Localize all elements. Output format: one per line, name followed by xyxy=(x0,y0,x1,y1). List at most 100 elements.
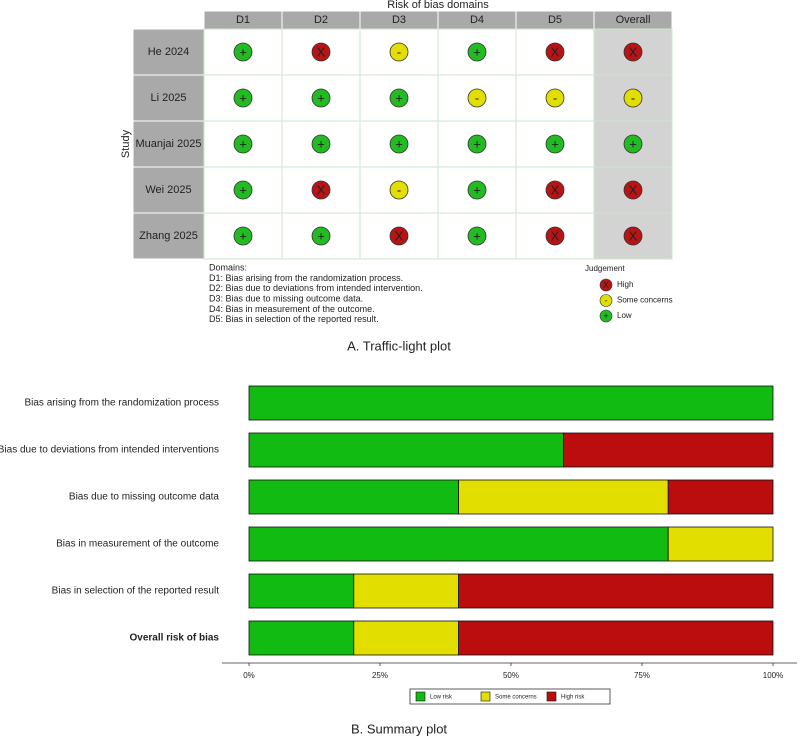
x-tick-label: 50% xyxy=(503,671,519,680)
domain-note: D1: Bias arising from the randomization … xyxy=(209,273,403,283)
x-tick-label: 75% xyxy=(634,671,650,680)
judgement-symbol: + xyxy=(317,228,325,243)
judgement-circle xyxy=(233,134,253,154)
judgement-circle xyxy=(389,88,409,108)
judgement-symbol: + xyxy=(317,136,325,151)
domain-label: D3 xyxy=(392,14,406,26)
judgement-legend-label: High xyxy=(617,280,633,289)
bar-segment xyxy=(458,620,774,656)
judgement-symbol: + xyxy=(239,136,247,151)
judgement-legend-circle xyxy=(599,278,613,292)
judgement-circle xyxy=(389,42,409,62)
judgement-circle xyxy=(623,226,643,246)
judgement-cell xyxy=(359,28,439,76)
judgement-circle xyxy=(311,180,331,200)
bar-segment xyxy=(353,620,459,656)
study-cell xyxy=(132,74,205,122)
judgement-symbol: X xyxy=(629,44,638,59)
judgement-legend-symbol: X xyxy=(603,280,609,290)
judgement-circle xyxy=(623,88,643,108)
judgement-symbol: X xyxy=(317,44,326,59)
judgement-legend-label: Low xyxy=(617,311,632,320)
judgement-symbol: + xyxy=(239,44,247,59)
judgement-circle xyxy=(467,226,487,246)
caption-b: B. Summary plot xyxy=(351,721,447,736)
judgement-symbol: X xyxy=(395,228,404,243)
bar-segment xyxy=(458,573,774,609)
judgement-circle xyxy=(545,42,565,62)
judgement-circle xyxy=(311,88,331,108)
domain-note: D4: Bias in measurement of the outcome. xyxy=(209,304,375,314)
judgement-symbol: + xyxy=(395,90,403,105)
judgement-legend-symbol: - xyxy=(605,295,608,305)
x-tick-label: 0% xyxy=(243,671,255,680)
judgement-circle xyxy=(623,180,643,200)
x-tick-label: 25% xyxy=(372,671,388,680)
bar-segment xyxy=(667,526,774,562)
judgement-circle xyxy=(467,42,487,62)
domain-label: D4 xyxy=(470,14,484,26)
legend-label: Some concerns xyxy=(495,695,537,701)
judgement-symbol: - xyxy=(475,90,479,105)
judgement-circle xyxy=(233,88,253,108)
bar-segment xyxy=(248,432,564,468)
legend-box xyxy=(409,688,611,705)
caption-a: A. Traffic-light plot xyxy=(347,338,451,353)
judgement-legend-label: Some concerns xyxy=(617,296,673,305)
domain-note: D5: Bias in selection of the reported re… xyxy=(209,314,379,324)
legend-label: High risk xyxy=(561,695,585,701)
judgement-circle xyxy=(545,88,565,108)
judgement-circle xyxy=(623,134,643,154)
judgement-title: Judgement xyxy=(585,264,625,273)
judgement-circle xyxy=(467,180,487,200)
judgement-circle xyxy=(233,42,253,62)
judgement-symbol: + xyxy=(473,136,481,151)
judgement-symbol: X xyxy=(629,182,638,197)
judgement-circle xyxy=(467,88,487,108)
judgement-circle xyxy=(545,226,565,246)
judgement-symbol: - xyxy=(553,90,557,105)
judgement-circle xyxy=(311,42,331,62)
judgement-symbol: X xyxy=(551,182,560,197)
bar-segment xyxy=(458,479,669,515)
judgement-symbol: + xyxy=(395,136,403,151)
category-label: Bias in selection of the reported result xyxy=(52,586,220,597)
judgement-symbol: + xyxy=(473,228,481,243)
study-label: Wei 2025 xyxy=(145,184,191,196)
judgement-symbol: + xyxy=(239,182,247,197)
study-label: Li 2025 xyxy=(150,92,186,104)
judgement-symbol: X xyxy=(629,228,638,243)
study-label: Muanjai 2025 xyxy=(135,138,201,150)
domains-notes-title: Domains: xyxy=(209,262,247,272)
judgement-legend-circle xyxy=(599,309,613,323)
judgement-symbol: X xyxy=(551,44,560,59)
study-label: He 2024 xyxy=(148,46,190,58)
domain-label: D5 xyxy=(548,14,562,26)
domains-title: Risk of bias domains xyxy=(387,0,489,11)
legend-swatch xyxy=(546,691,557,702)
bar-segment xyxy=(667,479,774,515)
category-label: Overall risk of bias xyxy=(130,633,220,644)
legend-swatch xyxy=(415,691,426,702)
category-label: Bias due to deviations from intended int… xyxy=(0,445,219,456)
judgement-symbol: - xyxy=(631,90,635,105)
judgement-symbol: - xyxy=(397,44,401,59)
judgement-symbol: X xyxy=(551,228,560,243)
judgement-circle xyxy=(389,134,409,154)
judgement-legend-symbol: + xyxy=(603,311,608,321)
category-label: Bias arising from the randomization proc… xyxy=(24,398,219,409)
category-label: Bias in measurement of the outcome xyxy=(56,539,219,550)
domain-note: D3: Bias due to missing outcome data. xyxy=(209,293,363,303)
bar-segment xyxy=(563,432,774,468)
judgement-symbol: + xyxy=(239,228,247,243)
judgement-symbol: + xyxy=(473,182,481,197)
bar-segment xyxy=(248,385,774,421)
x-tick-label: 100% xyxy=(763,671,783,680)
judgement-symbol: X xyxy=(317,182,326,197)
bar-segment xyxy=(353,573,459,609)
judgement-symbol: + xyxy=(239,90,247,105)
bar-segment xyxy=(248,526,669,562)
judgement-circle xyxy=(389,226,409,246)
